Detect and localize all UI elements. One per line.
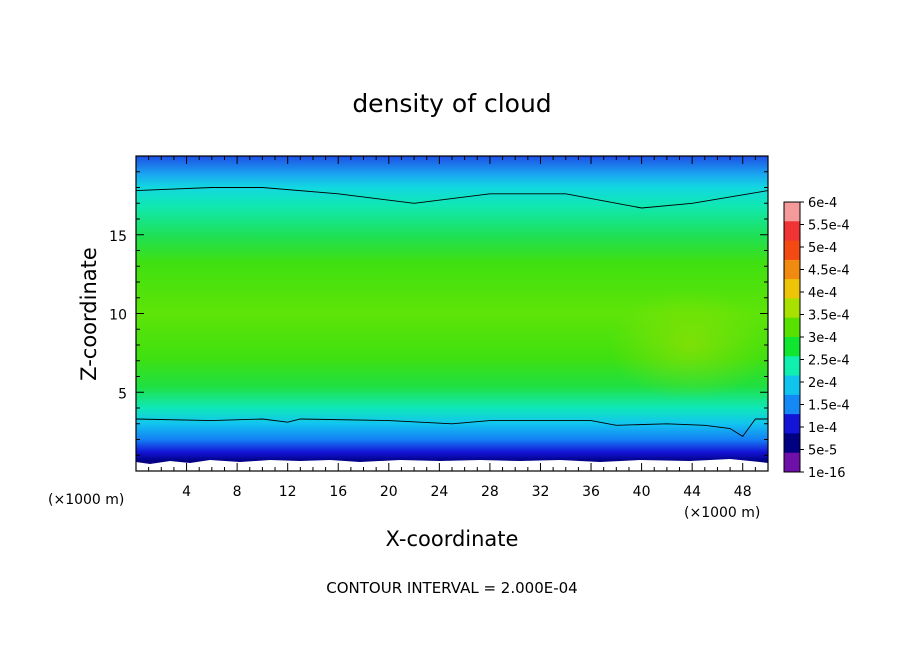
x-unit-label: (×1000 m): [684, 505, 760, 521]
x-tick-label: 20: [380, 484, 398, 500]
colorbar-swatch: [784, 279, 800, 299]
y-tick-label: 10: [109, 308, 127, 324]
colorbar-swatch: [784, 414, 800, 434]
colorbar-swatch: [784, 240, 800, 261]
x-tick-label: 36: [582, 484, 600, 500]
x-tick-label: 40: [633, 484, 651, 500]
colorbar-swatch: [784, 452, 800, 473]
x-tick-marks: [148, 156, 756, 471]
contour-interval-note: CONTOUR INTERVAL = 2.000E-04: [326, 579, 577, 597]
x-tick-label: 12: [279, 484, 297, 500]
plot-area: [136, 156, 768, 471]
colorbar-label: 1.5e-4: [808, 399, 850, 414]
chart-title: density of cloud: [352, 89, 551, 118]
colorbar-label: 3.5e-4: [808, 309, 850, 324]
x-tick-label: 8: [233, 484, 242, 500]
colorbar-label: 3e-4: [808, 331, 837, 346]
colorbar-swatch: [784, 394, 800, 415]
x-axis-title: X-coordinate: [386, 527, 519, 551]
density-maximum-region: [610, 290, 768, 400]
colorbar-label: 4.5e-4: [808, 264, 850, 279]
colorbar-swatch: [784, 202, 800, 222]
colorbar-swatch: [784, 356, 800, 377]
x-tick-label: 4: [182, 484, 191, 500]
cloud-base-edge: [136, 459, 768, 471]
x-tick-label: 28: [481, 484, 499, 500]
colorbar-swatch: [784, 337, 800, 357]
colorbar-label: 5.5e-4: [808, 219, 850, 234]
y-axis-title: Z-coordinate: [77, 247, 101, 381]
colorbar: 6e-4 5.5e-4 5e-4 4.5e-4 4e-4 3.5e-4 3e-4 2.5e-4…: [783, 196, 850, 481]
y-tick-label: 15: [109, 229, 127, 245]
colorbar-swatch: [784, 259, 800, 280]
colorbar-label: 5e-5: [808, 444, 837, 459]
colorbar-label: 2.5e-4: [808, 354, 850, 369]
colorbar-swatch: [784, 375, 800, 396]
x-tick-label: 44: [683, 484, 701, 500]
x-tick-labels: 4 8 12 16 20 24 28 32 36 40 44 48: [182, 484, 752, 500]
x-tick-label: 24: [430, 484, 448, 500]
contour-line: [136, 187, 768, 209]
contour-line: [136, 418, 768, 438]
colorbar-label: 1e-16: [808, 466, 846, 481]
colorbar-swatch: [784, 317, 800, 338]
y-tick-label: 5: [118, 386, 127, 402]
contour-lines: [136, 187, 768, 438]
colorbar-swatch: [784, 433, 800, 454]
colorbar-label: 5e-4: [808, 241, 837, 256]
colorbar-swatch: [784, 221, 800, 242]
x-tick-label: 16: [329, 484, 347, 500]
y-tick-marks: [136, 171, 768, 456]
colorbar-label: 1e-4: [808, 421, 837, 436]
x-tick-label: 48: [734, 484, 752, 500]
z-unit-label: (×1000 m): [48, 492, 124, 508]
colorbar-swatch: [784, 298, 800, 319]
colorbar-label: 4e-4: [808, 286, 837, 301]
x-tick-label: 32: [532, 484, 550, 500]
colorbar-label: 6e-4: [808, 196, 837, 211]
colorbar-label: 2e-4: [808, 376, 837, 391]
y-tick-labels: 5 10 15: [109, 229, 127, 403]
